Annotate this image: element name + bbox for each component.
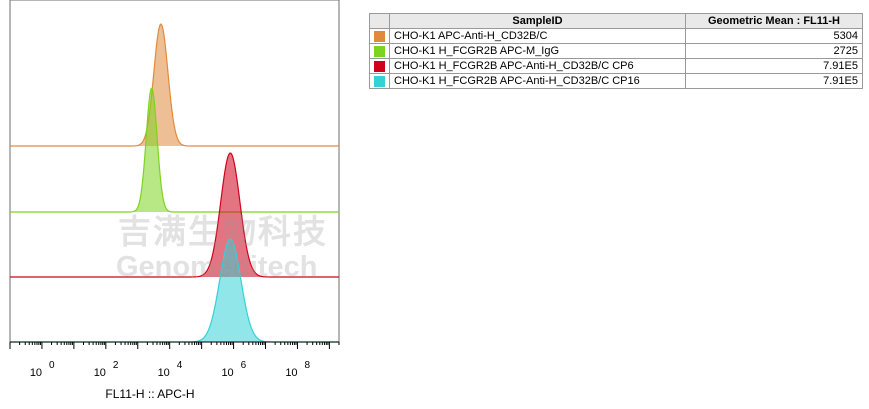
x-tick-label-base: 10: [30, 367, 42, 379]
x-tick-label-exponent: 4: [177, 360, 183, 371]
color-swatch: [374, 45, 385, 57]
swatch-cell: [369, 28, 390, 44]
table-header-row: SampleID Geometric Mean : FL11-H: [369, 13, 863, 29]
sample-id-cell: CHO-K1 H_FCGR2B APC-M_IgG: [389, 43, 686, 59]
geometric-mean-cell: 7.91E5: [685, 58, 863, 74]
color-swatch: [374, 30, 385, 42]
sample-id-cell: CHO-K1 APC-Anti-H_CD32B/C: [389, 28, 686, 44]
geometric-mean-cell: 5304: [685, 28, 863, 44]
geometric-mean-column-header: Geometric Mean : FL11-H: [685, 13, 863, 29]
table-row: CHO-K1 H_FCGR2B APC-Anti-H_CD32B/C CP6 7.…: [369, 58, 863, 74]
x-tick-label-exponent: 2: [113, 360, 119, 371]
x-tick-label-base: 10: [94, 367, 106, 379]
swatch-cell: [369, 43, 390, 59]
sample-id-cell: CHO-K1 H_FCGR2B APC-Anti-H_CD32B/C CP16: [389, 73, 686, 89]
color-swatch: [374, 75, 385, 87]
sample-legend-table: SampleID Geometric Mean : FL11-H CHO-K1 …: [369, 13, 863, 89]
geometric-mean-cell: 7.91E5: [685, 73, 863, 89]
histogram-line-1: [10, 23, 339, 147]
x-tick-label-base: 10: [221, 367, 233, 379]
table-row: CHO-K1 H_FCGR2B APC-M_IgG 2725: [369, 43, 863, 59]
x-tick-label-base: 10: [285, 367, 297, 379]
x-tick-label-exponent: 8: [304, 360, 310, 371]
swatch-column-header: [369, 13, 390, 29]
table-row: CHO-K1 APC-Anti-H_CD32B/C 5304: [369, 28, 863, 44]
x-axis: 10 0 10 2 10 4 10 6 10 8: [9, 341, 340, 379]
geometric-mean-cell: 2725: [685, 43, 863, 59]
swatch-cell: [369, 73, 390, 89]
swatch-cell: [369, 58, 390, 74]
color-swatch: [374, 60, 385, 72]
histogram-chart: 10 010 210 410 610 8 FL11-H :: APC-H: [9, 0, 340, 401]
histogram-line-2: [10, 87, 339, 213]
x-tick-label-base: 10: [158, 367, 170, 379]
table-row: CHO-K1 H_FCGR2B APC-Anti-H_CD32B/C CP16 7…: [369, 73, 863, 89]
x-tick-label-exponent: 0: [49, 360, 55, 371]
histogram-line-3: [10, 152, 339, 278]
x-tick-label-exponent: 6: [241, 360, 247, 371]
sample-id-cell: CHO-K1 H_FCGR2B APC-Anti-H_CD32B/C CP6: [389, 58, 686, 74]
x-axis-label: FL11-H :: APC-H: [105, 387, 194, 401]
sampleid-column-header: SampleID: [389, 13, 686, 29]
plot-frame: [9, 0, 340, 343]
